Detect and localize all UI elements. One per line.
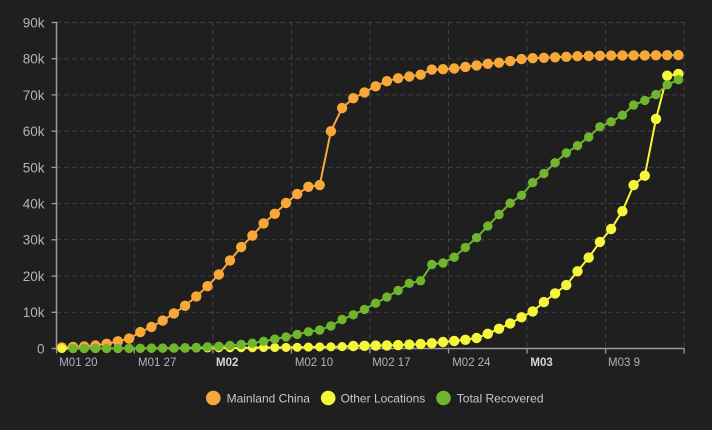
svg-text:Total Recovered: Total Recovered [457,392,544,406]
svg-text:Other Locations: Other Locations [341,392,426,406]
svg-text:80k: 80k [23,52,45,67]
svg-text:M03 9: M03 9 [608,357,640,369]
svg-text:M02 17: M02 17 [372,357,410,369]
svg-text:M01 20: M01 20 [59,357,97,369]
svg-text:Mainland China: Mainland China [227,392,311,406]
svg-text:30k: 30k [23,233,45,248]
svg-text:0: 0 [37,341,45,356]
svg-text:60k: 60k [23,124,45,139]
svg-text:M03: M03 [530,357,552,369]
svg-text:50k: 50k [23,160,45,175]
svg-text:M02 24: M02 24 [452,357,491,369]
svg-text:M01 27: M01 27 [138,357,176,369]
svg-text:20k: 20k [23,269,45,284]
svg-text:40k: 40k [23,197,45,212]
svg-text:M02: M02 [216,357,238,369]
svg-text:M02 10: M02 10 [295,357,333,369]
svg-text:90k: 90k [23,15,45,30]
svg-text:70k: 70k [23,88,45,103]
svg-text:10k: 10k [23,305,45,320]
